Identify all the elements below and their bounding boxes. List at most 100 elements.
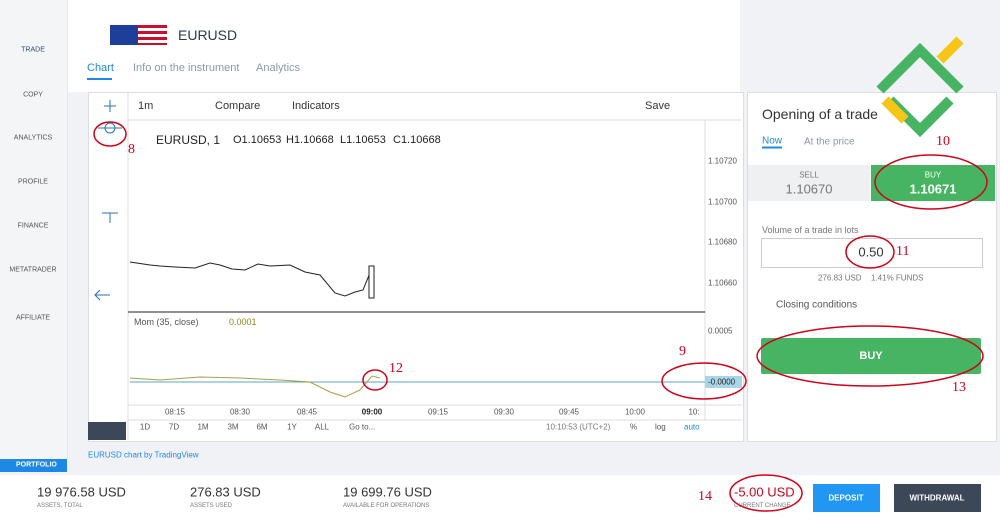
nav-item[interactable]: COPY: [23, 91, 43, 99]
volume-label: Volume of a trade in lots: [762, 225, 859, 235]
price-tick: 1.10660: [708, 278, 737, 288]
annotation: 9: [679, 344, 686, 359]
indicator-tick: 0.0005: [708, 326, 733, 336]
range[interactable]: 1Y: [287, 422, 297, 432]
momentum-line: [129, 375, 381, 398]
sell-label[interactable]: SELL: [799, 170, 819, 180]
buy-button-label[interactable]: BUY: [859, 350, 883, 362]
annotation-ellipses: [93, 121, 988, 512]
time-tick: 08:30: [229, 407, 251, 417]
portfolio-tab: [0, 459, 67, 472]
buy-box[interactable]: [871, 165, 995, 201]
stat-label: ASSETS USED: [190, 503, 233, 509]
range[interactable]: 3M: [227, 422, 239, 432]
nav-item[interactable]: FINANCE: [17, 222, 49, 230]
nav-item[interactable]: METATRADER: [9, 266, 57, 274]
nav-item[interactable]: TRADE: [21, 46, 45, 54]
value-badge: [705, 376, 742, 388]
withdrawal[interactable]: WITHDRAWAL: [909, 493, 965, 503]
credit[interactable]: EURUSD chart by TradingView: [88, 450, 199, 460]
tool-icons[interactable]: [94, 100, 122, 301]
time-tick: 09:00: [361, 407, 383, 417]
range[interactable]: ALL: [314, 422, 330, 432]
trade-title: Opening of a trade: [762, 106, 878, 122]
option[interactable]: %: [630, 422, 638, 432]
nav-item[interactable]: ANALYTICS: [13, 134, 53, 142]
volume[interactable]: 0.50: [858, 244, 884, 260]
ohlc: O1.10653: [233, 134, 282, 146]
withdrawal-button[interactable]: [894, 484, 981, 512]
closing-conditions[interactable]: Closing conditions: [776, 299, 858, 311]
indicator-name: Mom (35, close): [134, 317, 199, 327]
time-tick: 08:15: [164, 407, 186, 417]
change-label: CURRENT CHANGE: [734, 503, 791, 509]
annotation: 11: [896, 244, 910, 259]
flag: [138, 25, 167, 45]
stat-label: AVAILABLE FOR OPERATIONS: [343, 503, 430, 509]
range[interactable]: 1M: [197, 422, 209, 432]
logo: [876, 42, 964, 138]
flag: [110, 25, 138, 45]
time-tick: 09:30: [493, 407, 515, 417]
option[interactable]: auto: [684, 422, 700, 432]
stat-value: 276.83 USD: [190, 484, 261, 500]
annotation: 13: [952, 380, 966, 395]
tab[interactable]: Chart: [87, 62, 114, 74]
change-value: -5.00 USD: [734, 484, 795, 500]
range[interactable]: 1D: [139, 422, 151, 432]
sell-box[interactable]: [748, 165, 870, 201]
ohlc: H1.10668: [286, 134, 334, 146]
save[interactable]: Save: [645, 100, 671, 112]
tab-underline: [87, 78, 112, 80]
stat-value: 19 976.58 USD: [37, 484, 126, 500]
indicator-tick: -0.0000: [708, 377, 736, 387]
buy-label[interactable]: BUY: [924, 170, 942, 180]
tab[interactable]: Info on the instrument: [133, 62, 240, 74]
indicators[interactable]: Indicators: [292, 100, 340, 112]
nav-item[interactable]: AFFILIATE: [15, 314, 51, 322]
buy-price[interactable]: 1.10671: [909, 181, 957, 197]
symbol: EURUSD: [178, 27, 238, 43]
sell-price[interactable]: 1.10670: [785, 181, 833, 197]
price-tick: 1.10700: [708, 197, 737, 207]
price-tick: 1.10720: [708, 156, 737, 166]
mode[interactable]: Now: [762, 135, 783, 149]
buy-button[interactable]: [761, 338, 981, 374]
collapse-button[interactable]: [88, 422, 126, 440]
mode[interactable]: At the price: [804, 136, 855, 148]
legend-symbol: EURUSD, 1: [156, 133, 221, 147]
time-tick: 09:45: [558, 407, 580, 417]
portfolio[interactable]: PORTFOLIO: [16, 461, 57, 469]
chart-frame: [127, 92, 742, 440]
annotation: 8: [128, 142, 135, 157]
price-tick: 1.10680: [708, 237, 737, 247]
ohlc: L1.10653: [340, 134, 386, 146]
stat-label: ASSETS, TOTAL: [37, 503, 83, 509]
sidebar: [0, 0, 68, 460]
nav-item[interactable]: PROFILE: [18, 178, 48, 186]
time-tick: 09:15: [427, 407, 449, 417]
range[interactable]: 7D: [168, 422, 180, 432]
deposit[interactable]: DEPOSIT: [828, 493, 864, 503]
funds: 1.41% FUNDS: [871, 273, 924, 283]
logo: [881, 36, 964, 124]
range[interactable]: 6M: [256, 422, 268, 432]
interval[interactable]: 1m: [138, 100, 154, 112]
tab[interactable]: Analytics: [256, 62, 301, 74]
indicator-value: 0.0001: [229, 317, 257, 327]
margin: 276.83 USD: [818, 273, 862, 283]
compare[interactable]: Compare: [215, 100, 261, 112]
time-tick: 08:45: [296, 407, 318, 417]
annotation: 10: [936, 134, 950, 149]
main-card: [68, 0, 740, 92]
candle: [368, 265, 375, 299]
annotation: 12: [389, 361, 403, 376]
option[interactable]: log: [655, 422, 666, 432]
price-line: [129, 261, 373, 297]
clock: 10:10:53 (UTC+2): [546, 422, 611, 432]
stat-value: 19 699.76 USD: [343, 484, 432, 500]
goto[interactable]: Go to...: [349, 422, 376, 432]
deposit-button[interactable]: [813, 484, 880, 512]
